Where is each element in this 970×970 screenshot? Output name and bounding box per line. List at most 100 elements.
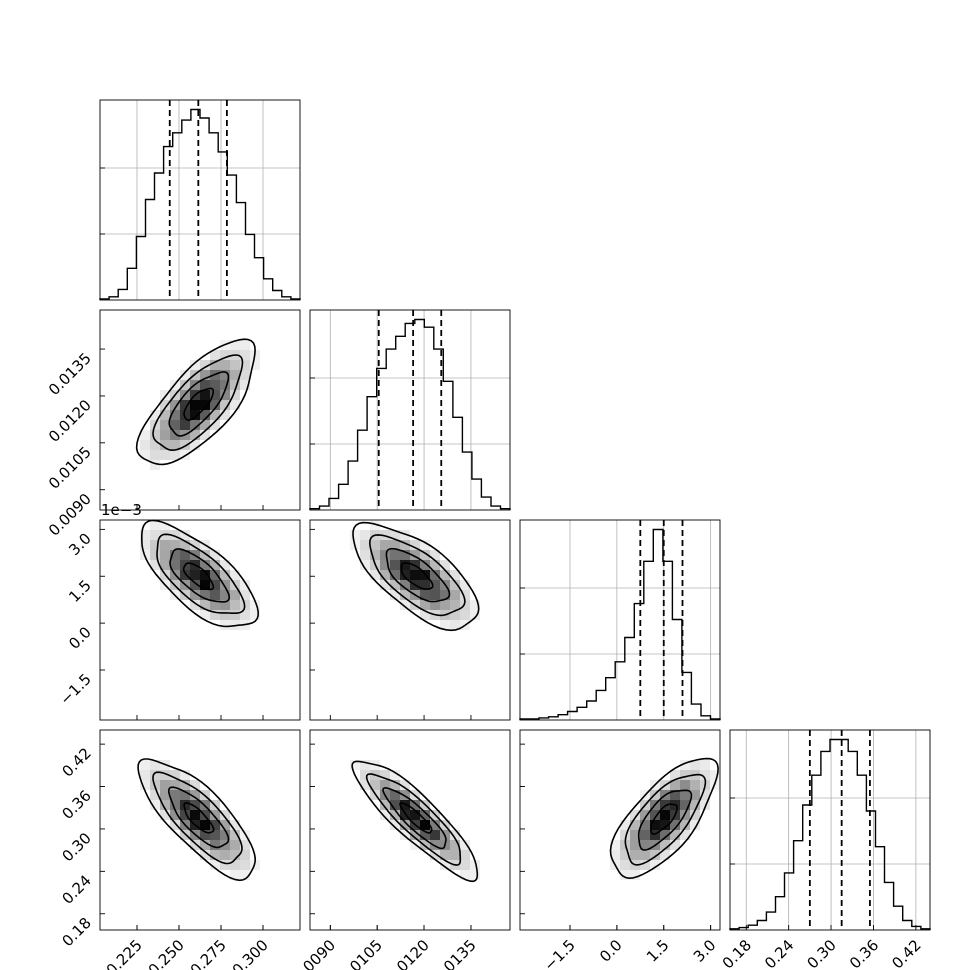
panel-2-0-density-cell [140,540,150,550]
xtick-label-col-0-3: 0.300 [229,936,272,970]
panel-2-1-density-cell [390,590,400,600]
hist-0-steps [99,108,301,300]
xtick-label-col-0-2: 0.275 [187,936,230,970]
panel-2-1-density-cell [380,530,390,540]
panel-3-0-density-cell [150,800,160,810]
panel-3-2-density-cell [670,780,680,790]
panel-3-1-density-cell [450,830,460,840]
panel-3-0-density-cell [140,780,150,790]
panel-2-1-density-cell [460,600,470,610]
panel-3-0-density-cell [220,830,230,840]
panel-2-0-density-cell [200,580,210,590]
panel-1-0-contour-3 [135,338,256,466]
panel-1-0-density-cell [160,410,170,420]
panel-3-2-density-cell [700,800,710,810]
panel-3-0-density-cell [160,810,170,820]
xtick-label-col-2-3: 3.0 [690,936,720,966]
panel-3-2-density-cell [620,820,630,830]
panel-3-0-density-cell [180,810,190,820]
panel-3-1-density-cell [460,860,470,870]
panel-3-0-density-cell [160,770,170,780]
panel-1-0-density-cell [170,450,180,460]
panel-3-1-density-cell [430,820,440,830]
panel-3-1-density-cell [410,810,420,820]
panel-1-0-density-cell [220,390,230,400]
panel-3-0-density-cell [170,810,180,820]
panel-3-1-density-cell [450,850,460,860]
panel-1-0-density-cell [190,400,200,410]
panel-2-0-density-cell [200,570,210,580]
panel-2-1-density-cell [420,550,430,560]
panel-1-0-density-cell [190,420,200,430]
panel-2-1-contour-1 [385,547,451,603]
panel-1-0-density-cell [250,360,260,370]
panel-3-0-density-cell [220,850,230,860]
panel-2-1-density-cell [450,580,460,590]
panel-3-1-density-cell [360,780,370,790]
panel-1-0-density-cell [140,440,150,450]
panel-3-1-density-cell [470,870,480,880]
panel-1-0-density-cell [160,440,170,450]
panel-2-0-density-cell [190,590,200,600]
ytick-label-row-2-2: 1.5 [65,576,95,606]
panel-2-1-density-cell [390,530,400,540]
panel-3-2-density-cell [640,840,650,850]
panel-2-1-density-cell [430,560,440,570]
ytick-label-row-3-3: 0.36 [58,787,94,823]
panel-2-1-density-cell [440,590,450,600]
panel-3-0-density-cell [180,780,190,790]
panel-2-1-density-cell [420,560,430,570]
ytick-label-row-2-1: 0.0 [65,623,95,653]
panel-2-1-density-cell [470,600,480,610]
panel-3-1-density-cell [400,780,410,790]
panel-1-0-density-cell [230,390,240,400]
panel-3-0-frame [99,729,301,931]
panel-3-2-contour-3 [609,757,719,880]
panel-2-0-contour-0 [182,562,215,591]
panel-3-1-density-cell [420,810,430,820]
panel-2-1-density-cell [360,560,370,570]
panel-1-0-density-cell [150,440,160,450]
panel-3-2-density-cell [680,830,690,840]
xtick-label-col-3-2: 0.30 [804,936,840,970]
panel-2-1-density-cell [430,550,440,560]
panel-2-0-density-cell [180,570,190,580]
panel-3-2-density-cell [610,850,620,860]
panel-2-1-density-cell [460,580,470,590]
panel-2-1-density-cell [410,540,420,550]
panel-3-2-density-cell [610,840,620,850]
panel-1-0-density-cell [170,410,180,420]
ytick-label-row-2-3: 3.0 [65,529,95,559]
xtick-label-col-1-1: 0.0105 [336,936,386,970]
panel-2-1-density-cell [420,600,430,610]
panel-3-0-contour-3 [137,758,257,882]
hist-1-steps [309,318,511,510]
panel-2-0-density-cell [160,550,170,560]
panel-3-0-contour-2 [152,771,243,865]
ytick-label-row-3-1: 0.24 [58,871,94,907]
panel-1-0-density-cell [140,430,150,440]
panel-1-0-density-cell [200,370,210,380]
panel-3-2-density-cell [670,770,680,780]
panel-2-0-contour-2 [156,533,246,614]
panel-3-2-density-cell [620,850,630,860]
panel-3-2-density-cell [640,810,650,820]
panel-3-1-density-cell [420,820,430,830]
panel-2-0-density-cell [150,540,160,550]
panel-3-2-density-cell [690,800,700,810]
panel-1-0-frame [99,309,301,511]
panel-3-1-density-cell [390,780,400,790]
panel-2-0-density-cell [220,620,230,630]
panel-3-2-density-cell [660,820,670,830]
panel-2-0-density-cell [220,590,230,600]
panel-2-0-density-cell [190,580,200,590]
ytick-label-row-1-3: 0.0135 [45,349,95,399]
panel-3-0-density-cell [240,850,250,860]
panel-1-0-density-cell [190,430,200,440]
panel-2-0-density-cell [190,570,200,580]
panel-2-0-density-cell [230,570,240,580]
panel-3-2-density-cell [680,790,690,800]
panel-2-1-density-cell [440,600,450,610]
panel-2-1-contour-2 [368,534,466,617]
